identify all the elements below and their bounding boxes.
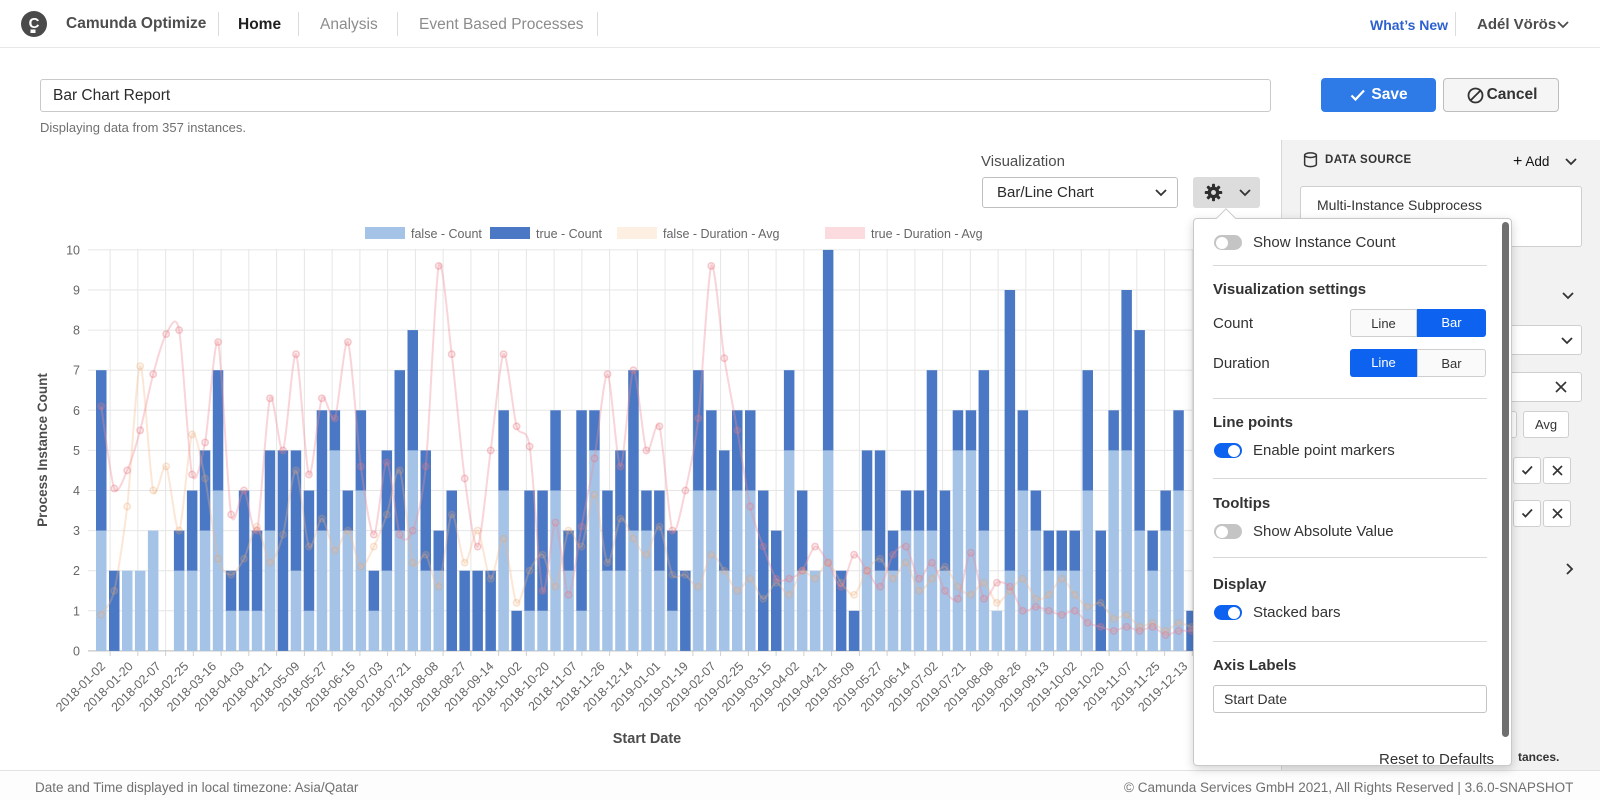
svg-text:false - Duration - Avg: false - Duration - Avg bbox=[663, 227, 780, 241]
svg-text:Process Instance Count: Process Instance Count bbox=[35, 373, 50, 527]
svg-text:4: 4 bbox=[73, 484, 80, 498]
svg-text:7: 7 bbox=[73, 364, 80, 378]
svg-text:1: 1 bbox=[73, 604, 80, 618]
svg-text:C: C bbox=[29, 15, 40, 32]
svg-text:8: 8 bbox=[73, 324, 80, 338]
svg-text:9: 9 bbox=[73, 284, 80, 298]
svg-text:5: 5 bbox=[73, 444, 80, 458]
svg-text:6: 6 bbox=[73, 404, 80, 418]
svg-text:2: 2 bbox=[73, 564, 80, 578]
svg-text:3: 3 bbox=[73, 524, 80, 538]
svg-text:10: 10 bbox=[66, 243, 80, 257]
svg-text:false - Count: false - Count bbox=[411, 227, 482, 241]
svg-text:Start Date: Start Date bbox=[613, 731, 682, 747]
svg-text:true - Count: true - Count bbox=[536, 227, 603, 241]
svg-text:true - Duration - Avg: true - Duration - Avg bbox=[871, 227, 983, 241]
svg-text:0: 0 bbox=[73, 644, 80, 658]
